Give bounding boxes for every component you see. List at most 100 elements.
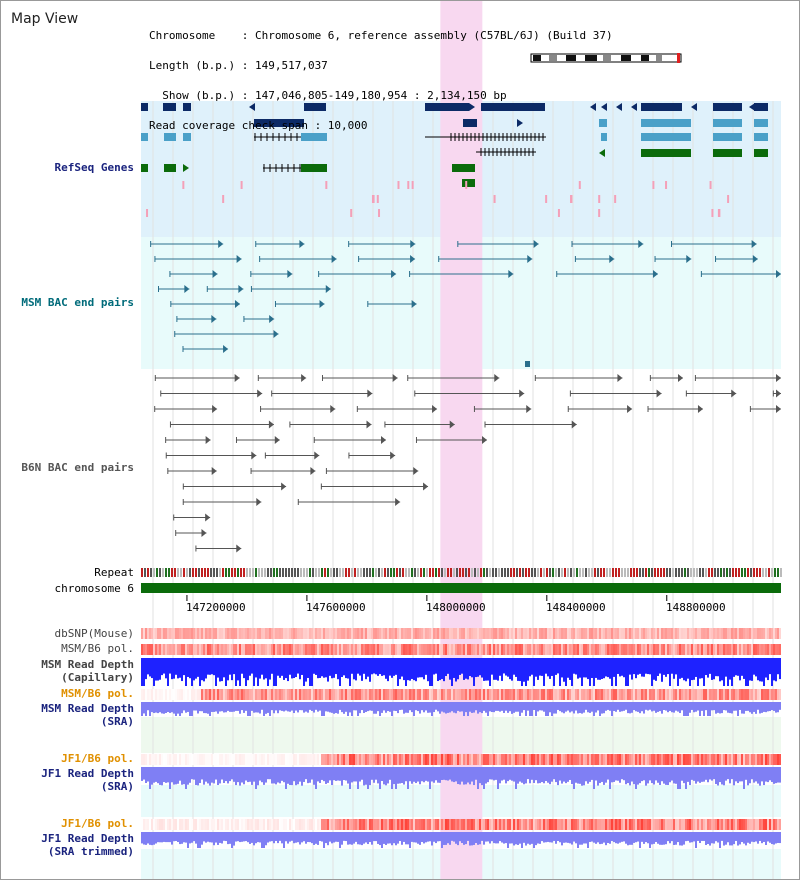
msm-b6-pol-sra-cell xyxy=(623,689,625,700)
track-label-jf1-depth[interactable]: JF1 Read Depth (SRA) xyxy=(41,767,134,793)
jf1-depth-trim-bar xyxy=(291,832,293,841)
msm-b6-pol-sra-cell xyxy=(723,689,725,700)
msm-depth-sra-bar xyxy=(407,702,409,713)
gene-exon xyxy=(463,119,477,127)
msm-bac-pair-end-marker xyxy=(236,255,242,263)
jf1-b6-pol-cell xyxy=(669,754,671,765)
repeat-element xyxy=(642,568,644,577)
msm-b6-pol-sra-cell xyxy=(557,689,559,700)
jf1-b6-pol-cell xyxy=(281,754,283,765)
jf1-depth-bar xyxy=(479,767,481,784)
b6n-bac-pair-end-marker xyxy=(776,389,781,398)
msm-b6-pol-sra-cell xyxy=(691,689,693,700)
msm-b6-pol-sra-cell xyxy=(509,689,511,700)
jf1-b6-pol-cell xyxy=(145,754,147,765)
msm-depth-cap-bar xyxy=(389,658,391,676)
repeat-element xyxy=(528,568,530,577)
track-label-msm-bac[interactable]: MSM BAC end pairs xyxy=(21,296,134,309)
repeat-element xyxy=(702,568,704,577)
msm-depth-cap-bar xyxy=(315,658,317,675)
dbsnp-density-cell xyxy=(757,628,759,639)
repeat-element xyxy=(396,568,398,577)
gene-exon xyxy=(425,103,469,111)
jf1-depth-trim-bar xyxy=(403,832,405,842)
dbsnp-density-cell xyxy=(179,628,181,639)
msm-b6-pol-cell xyxy=(245,644,247,655)
msm-depth-cap-bar xyxy=(563,658,565,682)
track-label-msm-depth-sra[interactable]: MSM Read Depth (SRA) xyxy=(41,702,134,728)
msm-b6-pol-sra-cell xyxy=(537,689,539,700)
msm-b6-pol-sra-cell xyxy=(515,689,517,700)
gene-arrow xyxy=(249,103,255,111)
b6n-bac-pair-end-marker xyxy=(677,374,683,382)
msm-depth-sra-bar xyxy=(743,702,745,714)
repeat-element xyxy=(333,568,335,577)
track-label-msm-depth-cap[interactable]: MSM Read Depth (Capillary) xyxy=(41,658,134,684)
jf1-depth-trim-bar xyxy=(601,832,603,844)
msm-depth-sra-bar xyxy=(385,702,387,713)
jf1-depth-trim-bar xyxy=(707,832,709,844)
snp-tick xyxy=(711,209,714,217)
track-label-repeat[interactable]: Repeat xyxy=(94,566,134,579)
jf1-depth-bar xyxy=(229,767,231,782)
msm-depth-cap-bar xyxy=(613,658,615,677)
repeat-element xyxy=(408,568,410,577)
jf1-b6-pol-cell xyxy=(273,754,275,765)
track-label-jf1-b6-pol[interactable]: JF1/B6 pol. xyxy=(61,752,134,765)
track-label-jf1-b6-pol-trim[interactable]: JF1/B6 pol. xyxy=(61,817,134,830)
msm-depth-sra-bar xyxy=(427,702,429,713)
dbsnp-density-cell xyxy=(189,628,191,639)
msm-b6-pol-cell xyxy=(775,644,777,655)
track-label-msm-b6-pol[interactable]: MSM/B6 pol. xyxy=(61,642,134,655)
track-label-msm-b6-pol-sra[interactable]: MSM/B6 pol. xyxy=(61,687,134,700)
jf1-b6-pol-trim-cell xyxy=(653,819,655,830)
msm-depth-cap-bar xyxy=(577,658,579,679)
msm-depth-sra-bar xyxy=(241,702,243,711)
jf1-depth-bar xyxy=(157,767,159,784)
msm-depth-sra-bar xyxy=(733,702,735,711)
repeat-element xyxy=(501,568,503,577)
jf1-depth-bar xyxy=(315,767,317,789)
jf1-depth-trim-bar xyxy=(495,832,497,844)
msm-depth-sra-bar xyxy=(159,702,161,713)
msm-depth-cap-bar xyxy=(533,658,535,686)
jf1-b6-pol-cell xyxy=(395,754,397,765)
repeat-element xyxy=(315,568,317,577)
track-label-refseq[interactable]: RefSeq Genes xyxy=(54,161,134,174)
track-label-jf1-depth-trim[interactable]: JF1 Read Depth (SRA trimmed) xyxy=(41,832,134,858)
msm-b6-pol-sra-cell xyxy=(223,689,225,700)
jf1-b6-pol-trim-cell xyxy=(567,819,569,830)
jf1-depth-trim-bar xyxy=(687,832,689,841)
jf1-b6-pol-trim-cell xyxy=(209,819,211,830)
jf1-depth-trim-bar xyxy=(527,832,529,844)
msm-b6-pol-cell xyxy=(547,644,549,655)
jf1-b6-pol-trim-cell xyxy=(573,819,575,830)
dbsnp-density-cell xyxy=(367,628,369,639)
track-label-chromosome[interactable]: chromosome 6 xyxy=(54,582,134,595)
msm-b6-pol-cell xyxy=(189,644,191,655)
msm-b6-pol-sra-cell xyxy=(273,689,275,700)
jf1-depth-trim-bar xyxy=(215,832,217,843)
repeat-element xyxy=(360,568,362,577)
dbsnp-density-cell xyxy=(203,628,205,639)
msm-depth-cap-bar xyxy=(149,658,151,677)
dbsnp-density-cell xyxy=(621,628,623,639)
track-label-b6n-bac[interactable]: B6N BAC end pairs xyxy=(21,461,134,474)
dbsnp-density-cell xyxy=(251,628,253,639)
track-label-dbsnp[interactable]: dbSNP(Mouse) xyxy=(54,627,134,640)
jf1-depth-trim-bar xyxy=(779,832,781,844)
msm-b6-pol-sra-cell xyxy=(673,689,675,700)
dbsnp-density-cell xyxy=(687,628,689,639)
dbsnp-density-cell xyxy=(773,628,775,639)
jf1-depth-bar xyxy=(669,767,671,783)
jf1-b6-pol-trim-cell xyxy=(227,819,229,830)
jf1-depth-bar xyxy=(577,767,579,784)
msm-depth-sra-bar xyxy=(365,702,367,712)
repeat-element xyxy=(225,568,227,577)
msm-depth-cap-bar xyxy=(453,658,455,678)
jf1-depth-trim-bar xyxy=(341,832,343,845)
msm-b6-pol-sra-cell xyxy=(323,689,325,700)
msm-depth-cap-bar xyxy=(383,658,385,676)
msm-depth-sra-bar xyxy=(379,702,381,716)
